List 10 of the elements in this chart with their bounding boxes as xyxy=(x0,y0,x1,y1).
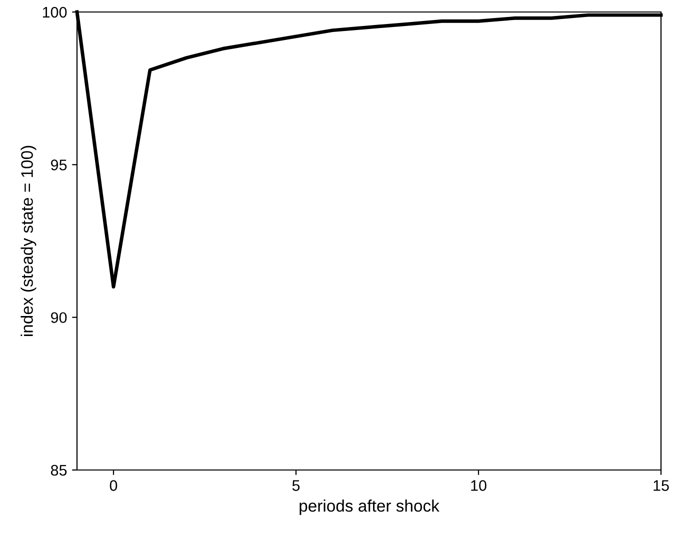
x-axis-title: periods after shock xyxy=(300,500,440,516)
y-tick-label: 95 xyxy=(51,160,67,170)
x-tick-label: 5 xyxy=(292,480,300,491)
x-tick-label: 0 xyxy=(110,480,118,491)
x-tick-label: 15 xyxy=(654,480,669,491)
y-axis-title: index (steady state = 100) xyxy=(20,146,36,336)
y-tick-label: 100 xyxy=(42,6,67,18)
x-tick-label: 10 xyxy=(471,480,486,491)
y-tick-label: 85 xyxy=(50,464,67,476)
y-tick-label: 90 xyxy=(51,312,67,324)
